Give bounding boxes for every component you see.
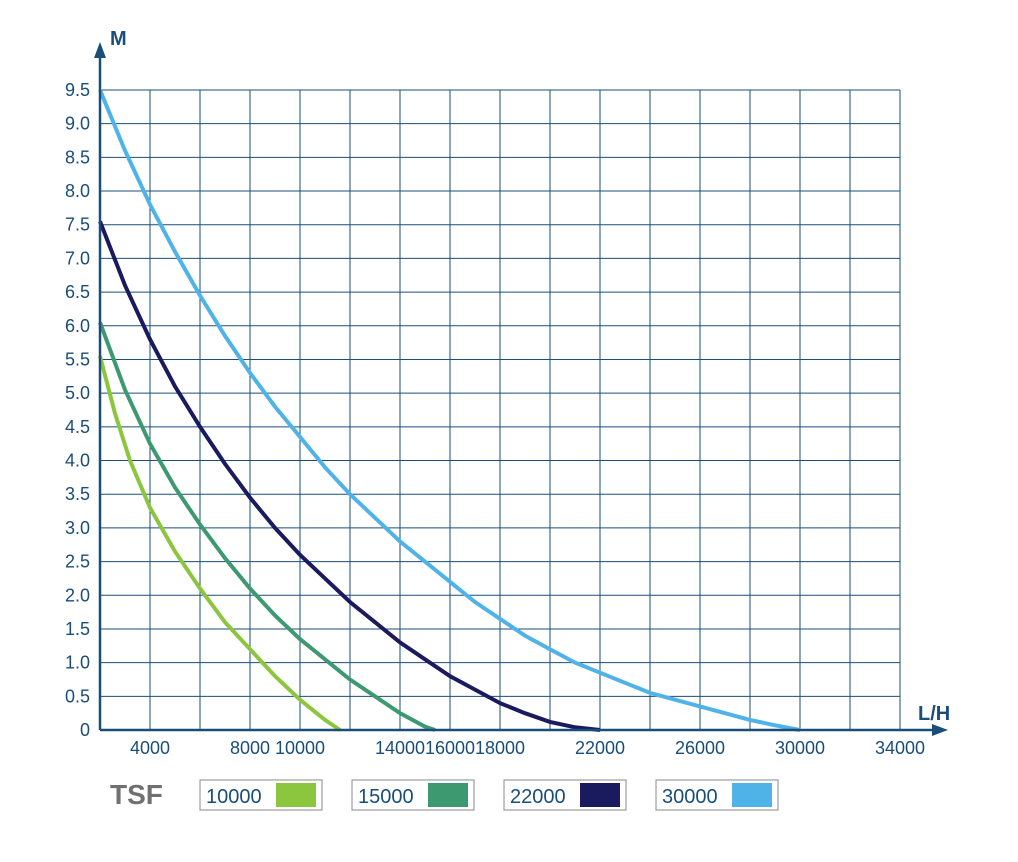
legend-swatch — [276, 783, 316, 807]
x-tick-label: 16000 — [425, 738, 475, 758]
y-tick-label: 7.0 — [65, 248, 90, 268]
legend-label: 15000 — [358, 786, 414, 808]
y-tick-label: 2.5 — [65, 552, 90, 572]
x-tick-label: 4000 — [130, 738, 170, 758]
y-tick-label: 6.5 — [65, 282, 90, 302]
y-tick-label: 6.0 — [65, 316, 90, 336]
legend-swatch — [732, 783, 772, 807]
y-tick-label: 0.5 — [65, 686, 90, 706]
x-tick-label: 8000 — [230, 738, 270, 758]
pump-curve-chart: 0 0.5 1.0 1.5 2.0 2.5 3.0 3.5 4.0 4.5 5.0 5.5 6.0 6.5… — [20, 20, 998, 842]
y-tick-label: 0 — [80, 720, 90, 740]
legend-title: TSF — [110, 779, 163, 810]
x-tick-label: 34000 — [875, 738, 925, 758]
x-tick-label: 30000 — [775, 738, 825, 758]
y-tick-label: 9.5 — [65, 80, 90, 100]
x-tick-label: 22000 — [575, 738, 625, 758]
x-tick-label: 26000 — [675, 738, 725, 758]
y-tick-label: 4.5 — [65, 417, 90, 437]
x-tick-label: 14000 — [375, 738, 425, 758]
legend-swatch — [580, 783, 620, 807]
y-axis-label: M — [110, 28, 127, 50]
y-tick-label: 5.5 — [65, 349, 90, 369]
legend-label: 22000 — [510, 786, 566, 808]
chart-svg: 0 0.5 1.0 1.5 2.0 2.5 3.0 3.5 4.0 4.5 5.0 5.5 6.0 6.5… — [20, 20, 998, 842]
legend-swatch — [428, 783, 468, 807]
y-tick-label: 8.0 — [65, 181, 90, 201]
y-tick-label: 1.5 — [65, 619, 90, 639]
x-tick-label: 18000 — [475, 738, 525, 758]
y-tick-label: 3.0 — [65, 518, 90, 538]
y-tick-label: 7.5 — [65, 215, 90, 235]
x-tick-label: 10000 — [275, 738, 325, 758]
y-tick-label: 5.0 — [65, 383, 90, 403]
y-tick-label: 1.0 — [65, 653, 90, 673]
x-axis-label: L/H — [918, 703, 950, 725]
x-axis-arrow — [932, 724, 948, 736]
y-tick-label: 8.5 — [65, 147, 90, 167]
y-tick-label: 9.0 — [65, 114, 90, 134]
y-tick-label: 3.5 — [65, 484, 90, 504]
legend-label: 30000 — [662, 786, 718, 808]
y-axis-arrow — [94, 42, 106, 58]
y-tick-label: 2.0 — [65, 585, 90, 605]
y-tick-label: 4.0 — [65, 451, 90, 471]
legend-label: 10000 — [206, 786, 262, 808]
